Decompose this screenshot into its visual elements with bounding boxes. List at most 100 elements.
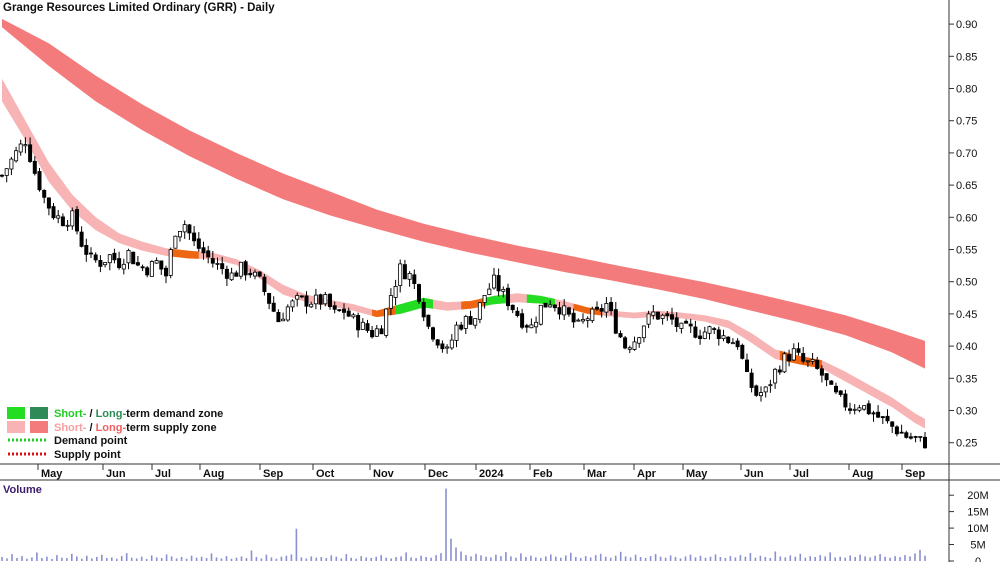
- candle-body: [440, 343, 445, 350]
- volume-bar: [579, 558, 582, 561]
- volume-bar: [140, 556, 143, 561]
- candle-body: [421, 301, 426, 318]
- candle-body: [487, 288, 492, 296]
- volume-bar: [435, 555, 437, 561]
- candle-body: [370, 329, 375, 338]
- volume-bar: [155, 557, 158, 561]
- volume-bar: [654, 554, 657, 561]
- volume-bar: [490, 557, 492, 561]
- volume-bar: [864, 556, 866, 561]
- candle-body: [491, 274, 496, 289]
- volume-bar: [679, 558, 682, 561]
- volume-bar: [91, 558, 93, 561]
- volume-bar: [669, 555, 672, 561]
- volume-bar: [754, 557, 757, 561]
- volume-bar: [624, 556, 627, 561]
- supply-point-segment: [573, 303, 602, 316]
- month-label: Sep: [905, 468, 925, 480]
- volume-tick-label: 15M: [967, 507, 988, 519]
- candle-body: [829, 380, 834, 385]
- candle-body: [538, 304, 543, 325]
- candle-body: [702, 331, 707, 339]
- candle-body: [885, 415, 890, 422]
- candle-body: [599, 307, 604, 312]
- candle-body: [857, 407, 862, 411]
- month-label: Aug: [203, 468, 224, 480]
- volume-bar: [505, 552, 507, 561]
- candle-body: [149, 261, 154, 277]
- volume-tick-label: 5M: [970, 540, 985, 552]
- volume-bar: [160, 558, 163, 561]
- candle-body: [435, 339, 440, 346]
- volume-bar: [130, 557, 133, 561]
- candle-body: [159, 260, 164, 270]
- candle-body: [360, 321, 365, 330]
- candle-body: [262, 276, 267, 293]
- candle-body: [192, 232, 197, 242]
- candle-body: [374, 328, 379, 337]
- candle-body: [768, 384, 773, 387]
- volume-bar: [594, 555, 597, 561]
- candle-body: [309, 303, 314, 308]
- volume-bar: [345, 554, 348, 561]
- volume-bar: [430, 557, 432, 561]
- month-label: Jul: [155, 468, 171, 480]
- volume-bar: [919, 549, 921, 561]
- volume-bar: [899, 557, 901, 561]
- volume-bar: [325, 558, 328, 561]
- volume-bar: [440, 553, 442, 561]
- candle-body: [121, 263, 126, 270]
- month-label: Nov: [373, 468, 395, 480]
- candle-body: [89, 252, 94, 255]
- volume-bar: [120, 556, 123, 561]
- volume-bar: [530, 555, 532, 561]
- candle-body: [332, 305, 337, 310]
- candle-body: [534, 321, 539, 328]
- volume-bar: [270, 557, 273, 561]
- candle-body: [585, 318, 590, 321]
- candle-body: [126, 249, 131, 264]
- volume-bar: [61, 557, 63, 561]
- volume-bar: [774, 551, 777, 561]
- volume-bar: [360, 556, 362, 561]
- candle-body: [163, 267, 168, 277]
- candle-body: [918, 435, 923, 438]
- candle-body: [79, 231, 84, 247]
- candle-body: [271, 302, 276, 312]
- volume-bar: [165, 554, 168, 561]
- volume-bar: [315, 557, 318, 561]
- candle-body: [28, 144, 33, 162]
- volume-bar: [659, 556, 662, 561]
- candle-body: [908, 436, 913, 439]
- candle-body: [210, 258, 215, 264]
- candle-body: [9, 158, 14, 170]
- volume-bar: [814, 557, 816, 561]
- legend-short-demand-swatch: [7, 407, 25, 419]
- candle-body: [815, 359, 820, 369]
- candle-body: [327, 293, 332, 308]
- candle-body: [14, 150, 19, 162]
- volume-bar: [385, 557, 387, 561]
- volume-bar: [869, 557, 871, 561]
- volume-bar: [824, 556, 826, 561]
- candle-body: [923, 436, 928, 449]
- volume-bar: [924, 555, 926, 561]
- candle-body: [482, 294, 487, 303]
- chart-title: Grange Resources Limited Ordinary (GRR) …: [3, 2, 275, 14]
- candle-body: [196, 238, 201, 249]
- candle-body: [791, 348, 796, 361]
- volume-bar: [6, 558, 8, 561]
- candle-body: [224, 268, 229, 279]
- month-label: Mar: [587, 468, 607, 480]
- volume-bar: [540, 558, 542, 561]
- volume-bar: [884, 556, 886, 561]
- price-tick-label: 0.85: [956, 51, 977, 63]
- price-tick-label: 0.60: [956, 212, 977, 224]
- volume-bar: [260, 558, 263, 561]
- candle-body: [571, 312, 576, 323]
- legend: Short- / Long-term demand zone Short- / …: [7, 407, 223, 461]
- candle-body: [477, 302, 482, 320]
- candle-body: [740, 344, 745, 359]
- candle-body: [637, 337, 642, 344]
- legend-long-demand-swatch: [30, 407, 48, 419]
